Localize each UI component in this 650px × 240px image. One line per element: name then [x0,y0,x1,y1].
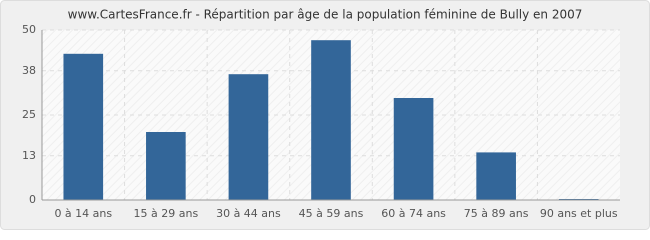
y-tick-label: 13 [22,149,36,162]
y-tick-label: 50 [22,23,36,36]
x-tick-label: 60 à 74 ans [381,207,446,220]
x-tick-label: 75 à 89 ans [464,207,529,220]
bar [393,98,434,200]
bar [311,40,351,201]
x-tick-label: 15 à 29 ans [134,207,199,220]
bar [146,132,186,200]
chart: www.CartesFrance.fr - Répartition par âg… [0,0,650,230]
chart-title: www.CartesFrance.fr - Répartition par âg… [68,8,583,22]
y-tick-label: 38 [22,64,36,77]
x-tick-label: 30 à 44 ans [216,207,281,220]
bar [63,53,104,200]
x-tick-label: 45 à 59 ans [299,207,364,220]
y-tick-label: 0 [29,193,36,206]
y-tick-label: 25 [22,108,36,121]
x-tick-label: 0 à 14 ans [54,207,112,220]
bar [228,74,269,200]
bar [476,152,516,200]
x-tick-label: 90 ans et plus [540,207,618,220]
